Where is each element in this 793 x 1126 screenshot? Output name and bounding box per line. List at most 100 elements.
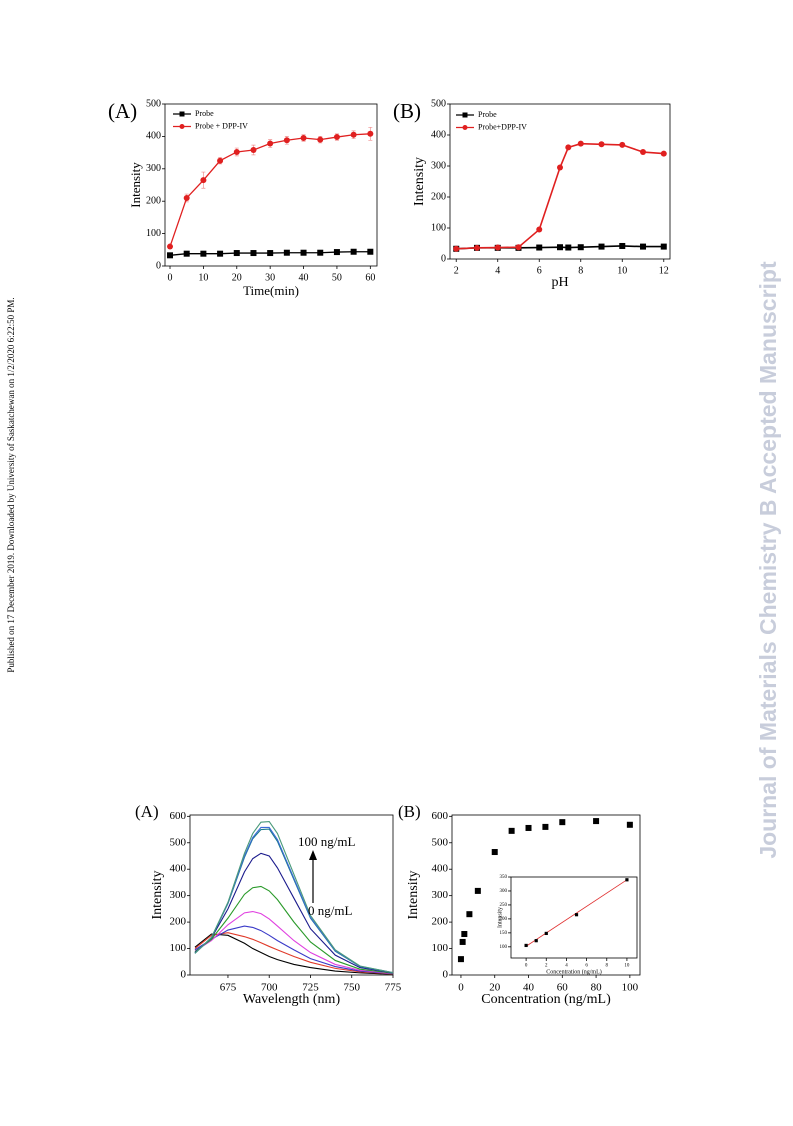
marker xyxy=(574,913,579,917)
marker xyxy=(367,248,374,255)
y-tick-label: 400 xyxy=(170,863,187,875)
x-tick-label: 20 xyxy=(489,981,501,993)
marker xyxy=(565,244,572,251)
marker xyxy=(593,818,600,825)
y-tick-label: 250 xyxy=(500,903,508,908)
x-tick-label: 10 xyxy=(198,272,208,283)
y-tick-label: 0 xyxy=(181,969,187,981)
y-tick-label: 300 xyxy=(500,889,508,894)
marker xyxy=(557,164,563,171)
marker xyxy=(474,887,481,894)
marker xyxy=(640,149,647,156)
x-tick-label: 50 xyxy=(332,272,342,283)
y-tick-label: 100 xyxy=(432,942,449,954)
marker xyxy=(217,250,224,257)
plot-frame xyxy=(164,103,378,267)
watermark: Journal of Materials Chemistry B Accepte… xyxy=(755,261,781,859)
marker xyxy=(598,141,605,148)
marker xyxy=(333,249,340,256)
marker xyxy=(525,824,532,831)
legend-marker xyxy=(462,125,468,130)
marker xyxy=(491,849,498,856)
marker xyxy=(167,243,174,250)
plot-frame xyxy=(449,103,671,260)
marker xyxy=(544,931,548,936)
marker xyxy=(267,250,274,257)
marker xyxy=(625,878,629,882)
marker xyxy=(536,244,543,251)
marker xyxy=(267,140,274,147)
panel-label: (B) xyxy=(393,99,421,123)
y-tick-label: 200 xyxy=(146,195,161,206)
series-line xyxy=(194,821,394,974)
marker xyxy=(200,250,207,257)
series-line xyxy=(194,925,394,975)
x-tick-label: 100 xyxy=(622,981,639,993)
x-tick-label: 40 xyxy=(299,272,309,283)
marker xyxy=(333,134,340,141)
plot-frame xyxy=(189,814,394,976)
marker xyxy=(367,130,374,137)
annotation: 0 ng/mL xyxy=(308,903,352,918)
marker xyxy=(494,244,501,251)
series-line xyxy=(194,932,394,975)
x-tick-label: 8 xyxy=(578,265,583,276)
x-tick-label: 40 xyxy=(523,981,535,993)
x-axis-label: Wavelength (nm) xyxy=(243,992,341,1007)
marker xyxy=(350,131,357,138)
y-axis-label: Intensity xyxy=(406,871,421,920)
y-tick-label: 100 xyxy=(146,228,161,239)
marker xyxy=(542,823,549,830)
x-tick-label: 0 xyxy=(168,272,173,283)
marker xyxy=(461,931,468,938)
y-tick-label: 500 xyxy=(170,836,187,848)
y-tick-label: 600 xyxy=(170,810,187,822)
x-tick-label: 675 xyxy=(220,981,237,993)
marker xyxy=(283,249,290,256)
series-line xyxy=(194,933,394,975)
legend-marker xyxy=(179,124,185,129)
x-tick-label: 30 xyxy=(265,272,275,283)
x-tick-label: 20 xyxy=(232,272,242,283)
y-tick-label: 500 xyxy=(146,98,161,109)
legend-label: Probe xyxy=(478,110,497,119)
x-tick-label: 60 xyxy=(365,272,375,283)
marker xyxy=(466,911,473,918)
legend-label: Probe xyxy=(195,109,214,118)
x-tick-label: 2 xyxy=(454,265,459,276)
y-tick-label: 600 xyxy=(432,810,449,822)
marker xyxy=(640,243,647,250)
y-tick-label: 500 xyxy=(431,98,446,109)
x-tick-label: 10 xyxy=(624,964,630,969)
chart: 2 4 6 8 10 12 0 100 200 300 400 500 pH Intensity (B) Pr… xyxy=(393,98,671,290)
y-tick-label: 200 xyxy=(431,191,446,202)
y-tick-label: 150 xyxy=(500,931,508,936)
panel-label: (A) xyxy=(135,802,159,821)
x-axis-label: pH xyxy=(551,275,568,290)
marker xyxy=(577,244,584,251)
marker xyxy=(183,250,190,257)
y-tick-label: 100 xyxy=(431,222,446,233)
x-tick-label: 60 xyxy=(557,981,569,993)
x-tick-label: 775 xyxy=(385,981,402,993)
chart: 0 10 20 30 40 50 60 0 100 200 300 400 500 Time(min) In… xyxy=(108,98,378,298)
marker xyxy=(577,140,584,147)
x-axis-label: Time(min) xyxy=(243,283,299,298)
marker xyxy=(524,943,528,948)
legend-label: Probe + DPP-IV xyxy=(195,121,248,130)
marker xyxy=(457,956,464,963)
arrow-head xyxy=(309,850,317,860)
marker xyxy=(626,821,633,828)
fit-line xyxy=(525,879,628,947)
x-tick-label: 725 xyxy=(302,981,319,993)
marker xyxy=(453,245,460,252)
series-line xyxy=(194,910,394,974)
series-line xyxy=(194,852,394,974)
y-tick-label: 400 xyxy=(146,131,161,142)
annotation: 100 ng/mL xyxy=(298,834,355,849)
y-axis-label: Intensity xyxy=(497,907,503,928)
x-tick-label: 10 xyxy=(617,265,627,276)
plot-frame xyxy=(510,876,638,959)
y-tick-label: 400 xyxy=(432,863,449,875)
y-tick-label: 300 xyxy=(432,889,449,901)
